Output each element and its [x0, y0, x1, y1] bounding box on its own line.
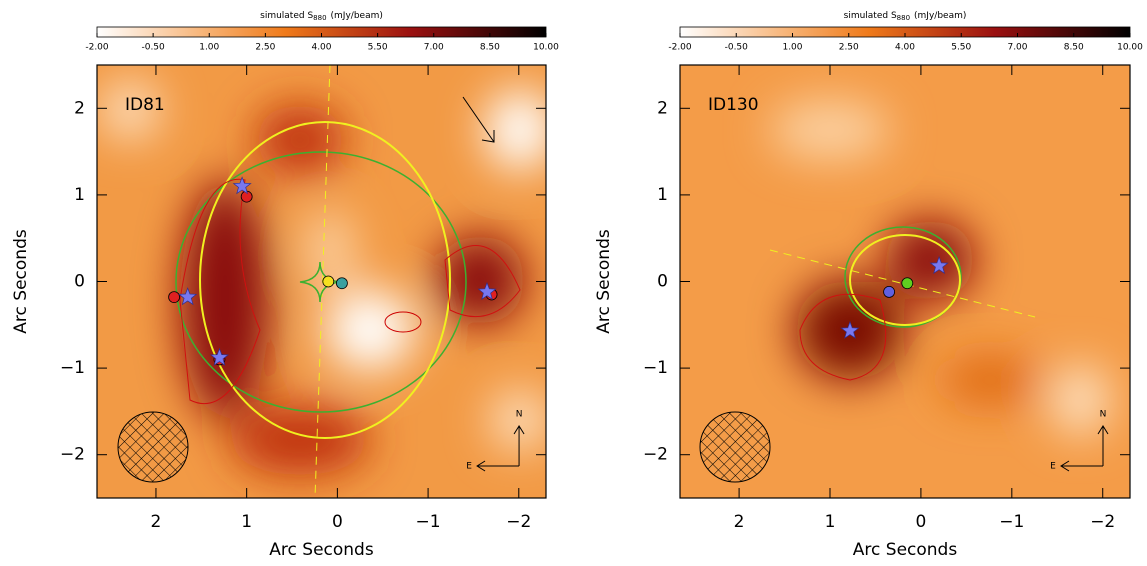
x-tick-label: −1: [999, 512, 1024, 532]
x-tick-label: −1: [416, 512, 441, 532]
source-circle: [336, 277, 348, 290]
colorbar-label-unit: (mJy/beam): [914, 11, 966, 21]
colorbar-tick-label: -0.50: [725, 43, 749, 53]
colorbar-label-unit: (mJy/beam): [331, 11, 383, 21]
panel-label: ID81: [125, 95, 165, 115]
source-circle: [168, 291, 181, 303]
colorbar-tick-label: 4.00: [895, 43, 915, 53]
colorbar-tick-label: 10.00: [1117, 43, 1143, 53]
colorbar-tick-label: 7.00: [424, 43, 444, 53]
y-tick-label: −2: [60, 445, 85, 465]
y-tick-label: 0: [74, 272, 85, 292]
x-tick-label: 2: [151, 512, 162, 532]
source-star: [477, 281, 497, 301]
x-tick-label: 0: [915, 512, 926, 532]
x-tick-label: −2: [1090, 512, 1115, 532]
colorbar-tick-label: -2.00: [668, 43, 692, 53]
source-circle: [322, 275, 335, 288]
colorbar-label-text: simulated S: [844, 11, 897, 21]
colorbar-tick-label: 5.50: [951, 43, 971, 53]
source-circle: [883, 285, 895, 298]
colorbar-tick-label: -0.50: [141, 43, 165, 53]
source-star: [209, 347, 229, 366]
x-tick-label: 1: [241, 512, 252, 532]
colorbar-label-text: simulated S: [260, 11, 313, 21]
y-tick-label: 2: [657, 98, 668, 118]
colorbar-tick-label: 8.50: [1064, 43, 1084, 53]
colorbar-tick-label: 2.50: [839, 43, 859, 53]
compass: [1060, 425, 1109, 472]
x-tick-label: 1: [825, 512, 836, 532]
y-axis-label: Arc Seconds: [594, 229, 614, 334]
panel-label: ID130: [708, 95, 759, 115]
colorbar-tick-label: 10.00: [533, 43, 559, 53]
source-star: [929, 255, 949, 275]
map-background: [97, 65, 546, 498]
compass-north: N: [1100, 410, 1107, 420]
source-star: [178, 287, 198, 306]
colorbar-tick-label: 8.50: [480, 43, 500, 53]
colorbar-label-sub: 880: [313, 14, 326, 22]
source-star: [232, 176, 252, 195]
source-circle: [901, 277, 914, 290]
y-tick-label: −1: [643, 358, 668, 378]
colorbar-tick-label: 2.50: [255, 43, 275, 53]
y-tick-label: −1: [60, 358, 85, 378]
compass-east: E: [466, 462, 472, 472]
colorbar-tick-label: 5.50: [368, 43, 388, 53]
x-tick-label: 2: [734, 512, 745, 532]
compass: [476, 425, 525, 472]
colorbar-label: simulated S880 (mJy/beam): [260, 11, 383, 23]
x-tick-label: 0: [332, 512, 343, 532]
y-tick-label: 1: [657, 185, 668, 205]
colorbar-label-sub: 880: [897, 14, 910, 22]
colorbar-tick-label: 7.00: [1007, 43, 1027, 53]
y-axis-label: Arc Seconds: [11, 229, 31, 334]
colorbar-tick-label: 1.00: [199, 43, 219, 53]
compass-north: N: [516, 410, 523, 420]
y-tick-label: 1: [74, 185, 85, 205]
colorbar-tick-label: 4.00: [311, 43, 331, 53]
colorbar-label: simulated S880 (mJy/beam): [844, 11, 967, 23]
y-tick-label: 0: [657, 272, 668, 292]
y-tick-label: −2: [643, 445, 668, 465]
colorbar-tick-label: -2.00: [85, 43, 109, 53]
colorbar-tick-label: 1.00: [782, 43, 802, 53]
x-axis-label: Arc Seconds: [269, 540, 374, 560]
y-tick-label: 2: [74, 98, 85, 118]
compass-east: E: [1050, 462, 1056, 472]
x-tick-label: −2: [506, 512, 531, 532]
source-star: [840, 320, 860, 339]
x-axis-label: Arc Seconds: [853, 540, 958, 560]
